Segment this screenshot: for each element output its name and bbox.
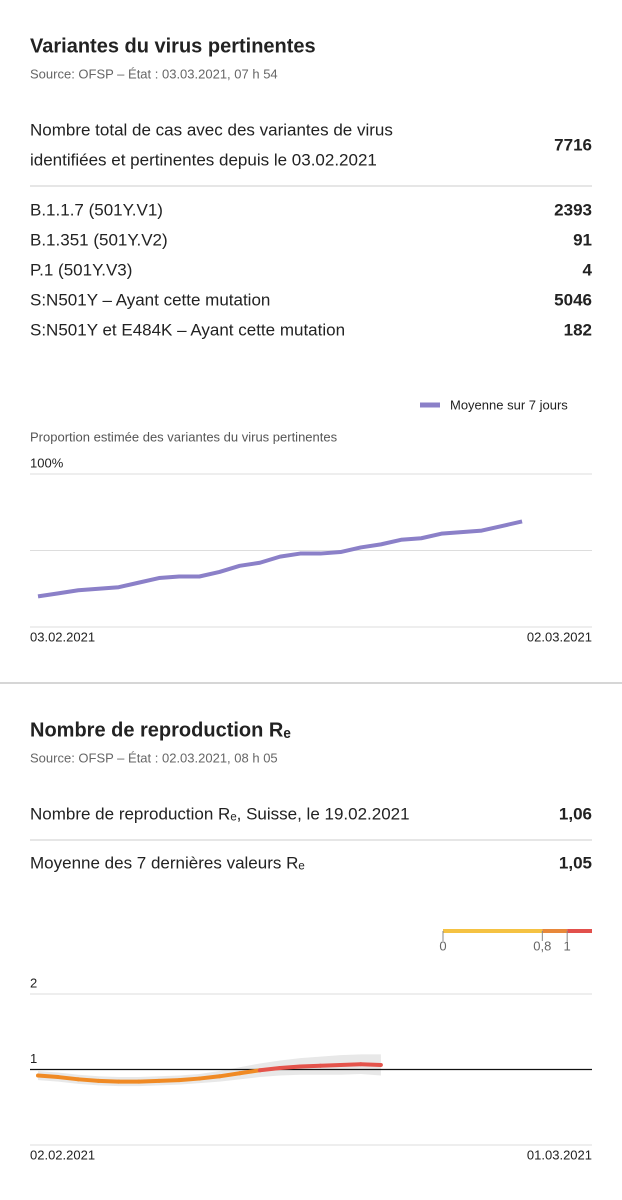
stat-label: Moyenne des 7 dernières valeurs Rₑ [30, 853, 305, 872]
confidence-band [38, 1054, 381, 1087]
series-line [37, 519, 523, 599]
source: Source: OFSP – État : 03.03.2021, 07 h 5… [30, 66, 278, 81]
variant-label: B.1.1.7 (501Y.V1) [30, 200, 163, 219]
series-segment [96, 1078, 121, 1084]
series-segment [76, 1077, 101, 1083]
series-segment [157, 1078, 182, 1083]
source: Source: OFSP – État : 02.03.2021, 08 h 0… [30, 750, 278, 765]
series-segment [136, 1078, 162, 1084]
series-segment [237, 1068, 262, 1076]
series-segment [56, 1075, 81, 1082]
total-label: identifiées et pertinentes depuis le 03.… [30, 150, 377, 169]
series-segment [36, 1073, 61, 1080]
section-title: Nombre de reproduction Rₑ [30, 719, 291, 741]
series-segment [197, 1074, 222, 1081]
series-segment [318, 1062, 343, 1068]
x-tick-label: 02.02.2021 [30, 1147, 95, 1162]
stat-value: 1,05 [559, 853, 592, 872]
legend-label: Moyenne sur 7 jours [450, 397, 568, 412]
stat-value: 1,06 [559, 804, 592, 823]
y-tick-label: 1 [30, 1051, 37, 1066]
variant-value: 4 [583, 260, 593, 279]
scale-tick-label: 1 [564, 938, 571, 953]
series-segment [278, 1064, 303, 1070]
variant-label: S:N501Y et E484K – Ayant cette mutation [30, 320, 345, 339]
series-segment [358, 1062, 383, 1067]
series-segment [298, 1063, 323, 1069]
series-segment [338, 1062, 363, 1067]
x-tick-label: 03.02.2021 [30, 629, 95, 644]
total-label: Nombre total de cas avec des variantes d… [30, 120, 393, 139]
series-segment [177, 1076, 202, 1083]
x-tick-label: 02.03.2021 [527, 629, 592, 644]
section-title: Variantes du virus pertinentes [30, 35, 316, 57]
y-axis-label: Proportion estimée des variantes du viru… [30, 429, 338, 444]
total-value: 7716 [554, 135, 592, 154]
scale-tick-label: 0 [439, 938, 446, 953]
y-tick-label: 2 [30, 975, 37, 990]
scale-tick-label: 0,8 [533, 938, 551, 953]
variant-label: P.1 (501Y.V3) [30, 260, 132, 279]
variant-value: 2393 [554, 200, 592, 219]
series-segment [257, 1065, 283, 1073]
stat-label: Nombre de reproduction Rₑ, Suisse, le 19… [30, 804, 410, 823]
y-tick-label: 100% [30, 455, 64, 470]
variant-value: 182 [564, 320, 592, 339]
variant-label: S:N501Y – Ayant cette mutation [30, 290, 270, 309]
variant-value: 5046 [554, 290, 592, 309]
variant-label: B.1.351 (501Y.V2) [30, 230, 168, 249]
x-tick-label: 01.03.2021 [527, 1147, 592, 1162]
variant-value: 91 [573, 230, 592, 249]
series-segment [217, 1071, 242, 1079]
